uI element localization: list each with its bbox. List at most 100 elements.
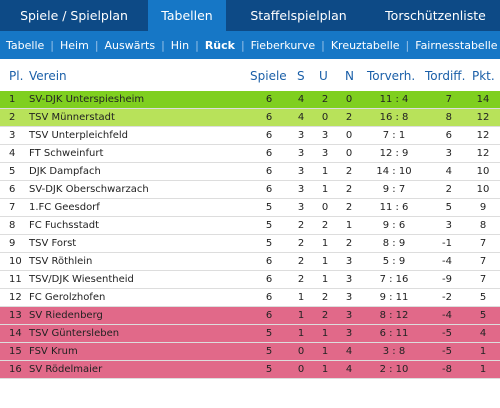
- tab-spiele-spielplan[interactable]: Spiele / Spielplan: [20, 8, 128, 23]
- subtab-auswaerts[interactable]: Auswärts: [104, 38, 156, 52]
- cell-torverhaeltnis: 5 : 9: [382, 256, 406, 267]
- cell-tordifferenz: -5: [442, 346, 452, 357]
- cell-spiele: 6: [265, 148, 273, 159]
- subtab-fieberkurve[interactable]: Fieberkurve: [250, 38, 316, 52]
- cell-unentschieden: 1: [321, 274, 329, 285]
- tab-torschuetzenliste[interactable]: Torschützenliste: [385, 8, 486, 23]
- header-platz: Pl.: [9, 69, 24, 83]
- cell-torverhaeltnis: 11 : 4: [379, 94, 409, 105]
- cell-verein[interactable]: SV Riedenberg: [29, 310, 103, 321]
- cell-siege: 2: [297, 238, 305, 249]
- cell-spiele: 5: [265, 364, 273, 375]
- cell-verein[interactable]: FT Schweinfurt: [29, 148, 104, 159]
- cell-unentschieden: 2: [321, 292, 329, 303]
- cell-siege: 3: [297, 166, 305, 177]
- subtab-kreuztabelle[interactable]: Kreuztabelle: [330, 38, 400, 52]
- cell-niederlagen: 4: [345, 346, 353, 357]
- header-verein: Verein: [29, 69, 67, 83]
- cell-tordifferenz: -4: [442, 310, 452, 321]
- table-row[interactable]: 15 FSV Krum 5 0 1 4 3 : 8 -5 1: [0, 343, 500, 361]
- table-row[interactable]: 1 SV-DJK Unterspiesheim 6 4 2 0 11 : 4 7 14: [0, 91, 500, 109]
- cell-niederlagen: 2: [345, 166, 353, 177]
- cell-tordifferenz: -5: [442, 328, 452, 339]
- main-tabs: Spiele / Spielplan Tabellen Staffelspiel…: [0, 0, 500, 31]
- cell-verein[interactable]: DJK Dampfach: [29, 166, 101, 177]
- cell-punkte: 12: [476, 130, 490, 141]
- cell-punkte: 5: [479, 310, 487, 321]
- cell-verein[interactable]: SV-DJK Unterspiesheim: [29, 94, 145, 105]
- cell-punkte: 10: [476, 184, 490, 195]
- cell-verein[interactable]: TSV Münnerstadt: [29, 112, 115, 123]
- subtab-rueck[interactable]: Rück: [204, 38, 235, 52]
- cell-punkte: 12: [476, 148, 490, 159]
- cell-niederlagen: 3: [345, 328, 353, 339]
- cell-verein[interactable]: TSV Unterpleichfeld: [29, 130, 129, 141]
- table-row[interactable]: 12 FC Gerolzhofen 6 1 2 3 9 : 11 -2 5: [0, 289, 500, 307]
- cell-verein[interactable]: SV Rödelmaier: [29, 364, 103, 375]
- cell-verein[interactable]: FSV Krum: [29, 346, 78, 357]
- subtab-tabelle[interactable]: Tabelle: [6, 38, 45, 52]
- table-row[interactable]: 4 FT Schweinfurt 6 3 3 0 12 : 9 3 12: [0, 145, 500, 163]
- cell-punkte: 1: [479, 346, 487, 357]
- subtab-fairnesstabelle[interactable]: Fairnesstabelle: [415, 38, 498, 52]
- cell-punkte: 1: [479, 364, 487, 375]
- cell-verein[interactable]: FC Fuchsstadt: [29, 220, 100, 231]
- header-spiele: Spiele: [250, 69, 287, 83]
- cell-verein[interactable]: TSV Röthlein: [29, 256, 93, 267]
- cell-spiele: 6: [265, 274, 273, 285]
- cell-torverhaeltnis: 7 : 16: [379, 274, 409, 285]
- cell-siege: 1: [297, 328, 305, 339]
- cell-verein[interactable]: SV-DJK Oberschwarzach: [29, 184, 149, 195]
- tab-staffelspielplan[interactable]: Staffelspielplan: [250, 8, 347, 23]
- cell-verein[interactable]: TSV Güntersleben: [29, 328, 120, 339]
- cell-siege: 4: [297, 94, 305, 105]
- tab-tabellen[interactable]: Tabellen: [148, 0, 226, 31]
- table-row[interactable]: 10 TSV Röthlein 6 2 1 3 5 : 9 -4 7: [0, 253, 500, 271]
- cell-verein[interactable]: 1.FC Geesdorf: [29, 202, 100, 213]
- cell-tordifferenz: -1: [442, 238, 452, 249]
- table-row[interactable]: 11 TSV/DJK Wiesentheid 6 2 1 3 7 : 16 -9 7: [0, 271, 500, 289]
- cell-platz: 1: [9, 94, 16, 105]
- table-row[interactable]: 14 TSV Güntersleben 5 1 1 3 6 : 11 -5 4: [0, 325, 500, 343]
- cell-unentschieden: 1: [321, 256, 329, 267]
- header-unentschieden: U: [319, 69, 328, 83]
- cell-verein[interactable]: FC Gerolzhofen: [29, 292, 106, 303]
- cell-verein[interactable]: TSV/DJK Wiesentheid: [29, 274, 134, 285]
- cell-tordifferenz: 7: [445, 94, 452, 105]
- cell-torverhaeltnis: 8 : 12: [379, 310, 409, 321]
- cell-spiele: 6: [265, 310, 273, 321]
- cell-verein[interactable]: TSV Forst: [29, 238, 77, 249]
- cell-unentschieden: 1: [321, 166, 329, 177]
- table-row[interactable]: 3 TSV Unterpleichfeld 6 3 3 0 7 : 1 6 12: [0, 127, 500, 145]
- subtab-heim[interactable]: Heim: [60, 38, 89, 52]
- table-row[interactable]: 2 TSV Münnerstadt 6 4 0 2 16 : 8 8 12: [0, 109, 500, 127]
- header-niederlagen: N: [345, 69, 354, 83]
- cell-siege: 0: [297, 364, 305, 375]
- cell-niederlagen: 2: [345, 112, 353, 123]
- cell-tordifferenz: 2: [445, 184, 452, 195]
- table-row[interactable]: 13 SV Riedenberg 6 1 2 3 8 : 12 -4 5: [0, 307, 500, 325]
- cell-platz: 15: [9, 346, 22, 357]
- separator: |: [195, 38, 199, 52]
- table-row[interactable]: 5 DJK Dampfach 6 3 1 2 14 : 10 4 10: [0, 163, 500, 181]
- cell-platz: 12: [9, 292, 22, 303]
- cell-siege: 0: [297, 346, 305, 357]
- cell-siege: 2: [297, 256, 305, 267]
- table-row[interactable]: 9 TSV Forst 5 2 1 2 8 : 9 -1 7: [0, 235, 500, 253]
- cell-platz: 2: [9, 112, 16, 123]
- table-row[interactable]: 8 FC Fuchsstadt 5 2 2 1 9 : 6 3 8: [0, 217, 500, 235]
- cell-platz: 7: [9, 202, 16, 213]
- cell-spiele: 6: [265, 112, 273, 123]
- subtab-hin[interactable]: Hin: [170, 38, 190, 52]
- table-row[interactable]: 6 SV-DJK Oberschwarzach 6 3 1 2 9 : 7 2 10: [0, 181, 500, 199]
- cell-punkte: 9: [479, 202, 487, 213]
- cell-unentschieden: 1: [321, 238, 329, 249]
- table-row[interactable]: 16 SV Rödelmaier 5 0 1 4 2 : 10 -8 1: [0, 361, 500, 379]
- table-row[interactable]: 7 1.FC Geesdorf 5 3 0 2 11 : 6 5 9: [0, 199, 500, 217]
- separator: |: [405, 38, 410, 52]
- cell-niederlagen: 2: [345, 202, 353, 213]
- cell-punkte: 8: [479, 220, 487, 231]
- cell-platz: 4: [9, 148, 16, 159]
- cell-tordifferenz: -2: [442, 292, 452, 303]
- cell-torverhaeltnis: 7 : 1: [382, 130, 406, 141]
